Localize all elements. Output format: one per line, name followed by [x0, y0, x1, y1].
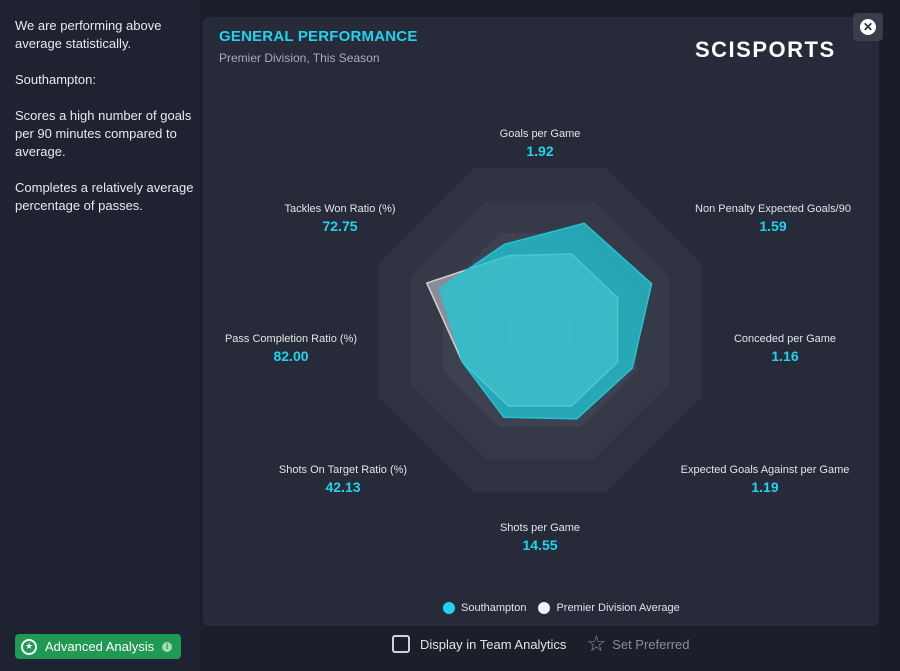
close-button[interactable]: ✕ [853, 13, 883, 41]
info-icon[interactable]: i [162, 641, 173, 652]
star-outline-icon: ☆ [586, 631, 607, 656]
axis-label: Shots On Target Ratio (%) [278, 464, 408, 476]
close-icon: ✕ [860, 19, 876, 35]
axis-value: 1.16 [771, 348, 799, 364]
axis-value: 1.19 [751, 479, 779, 495]
card-subtitle: Premier Division, This Season [219, 51, 380, 65]
left-panel: We are performing above average statisti… [0, 0, 200, 671]
card-title: GENERAL PERFORMANCE [219, 28, 418, 45]
axis-value: 72.75 [322, 218, 358, 234]
general-performance-card: GENERAL PERFORMANCE Premier Division, Th… [203, 17, 879, 626]
display-in-team-analytics-label[interactable]: Display in Team Analytics [420, 636, 567, 652]
display-in-team-analytics-checkbox[interactable] [392, 635, 410, 653]
set-preferred-label: Set Preferred [612, 636, 690, 652]
axis-value: 14.55 [522, 537, 558, 553]
axis-value: 1.59 [759, 218, 787, 234]
axis-label: Conceded per Game [733, 333, 837, 345]
star-icon: ★ [21, 638, 37, 655]
axis-label: Shots per Game [499, 522, 581, 534]
legend-label: Southampton [461, 602, 527, 614]
scisports-logo: SCISPORTS [695, 37, 836, 62]
legend-swatch [538, 602, 551, 614]
axis-value: 82.00 [273, 348, 309, 364]
summary-text: We are performing above average statisti… [15, 18, 162, 51]
advanced-analysis-label: Advanced Analysis [45, 639, 155, 654]
axis-label: Pass Completion Ratio (%) [224, 333, 358, 345]
series-polygon-southampton [438, 222, 653, 420]
performance-summary: We are performing above average statisti… [15, 17, 195, 233]
radar-chart [378, 168, 702, 492]
background-panel [880, 0, 900, 671]
axis-label: Non Penalty Expected Goals/90 [695, 203, 851, 215]
summary-text: Scores a high number of goals per 90 min… [15, 108, 192, 159]
legend-label: Premier Division Average [556, 602, 680, 614]
axis-value: 1.92 [526, 143, 554, 159]
axis-value: 42.13 [325, 479, 361, 495]
legend-swatch [443, 602, 455, 614]
summary-team-name: Southampton: [15, 72, 96, 87]
set-preferred-button[interactable]: ☆ Set Preferred [586, 631, 690, 656]
summary-text: Completes a relatively average percentag… [15, 180, 194, 213]
chart-legend: Southampton Premier Division Average [443, 602, 692, 614]
advanced-analysis-button[interactable]: ★ Advanced Analysis i [15, 634, 181, 659]
footer-bar: Display in Team Analytics ☆ Set Preferre… [392, 631, 690, 656]
axis-label: Goals per Game [499, 128, 581, 140]
legend-item-southampton: Southampton [443, 602, 526, 614]
legend-item-average: Premier Division Average [538, 602, 680, 614]
axis-label: Tackles Won Ratio (%) [284, 203, 396, 215]
axis-label: Expected Goals Against per Game [680, 464, 850, 476]
